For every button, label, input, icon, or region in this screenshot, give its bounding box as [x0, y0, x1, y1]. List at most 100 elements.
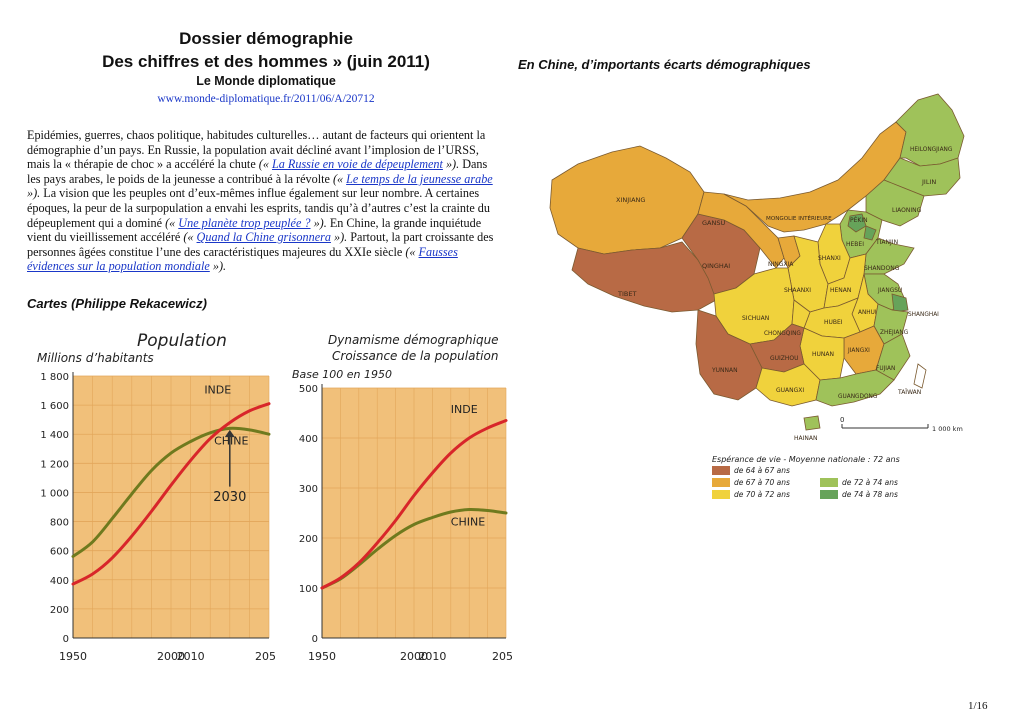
article-text-3: La vision que les peuples ont d’eux-même…	[27, 186, 490, 230]
annotation-arrow	[224, 429, 235, 487]
link-chine-grisonnera[interactable]: Quand la Chine grisonnera	[196, 230, 331, 245]
publication-name: Le Monde diplomatique	[196, 74, 336, 88]
y-tick-label: 600	[50, 547, 69, 558]
legend-label: de 72 à 74 ans	[842, 478, 898, 487]
ref-open-5: («	[405, 244, 419, 259]
label-sichuan: SICHUAN	[742, 315, 769, 322]
y-tick-label: 500	[299, 384, 318, 395]
legend-item: de 72 à 74 ans	[820, 478, 898, 487]
region-taiwan	[913, 363, 927, 389]
region-fujian	[875, 333, 911, 381]
region-guangdong	[815, 369, 895, 407]
x-tick-label: 2050	[492, 650, 512, 663]
x-tick-label: 2010	[177, 650, 205, 663]
region-heilongjiang	[895, 93, 965, 167]
x-tick-label: 1950	[308, 650, 336, 663]
y-tick-label: 300	[299, 484, 318, 495]
label-zhejiang: ZHEJIANG	[880, 330, 909, 336]
label-chongqing: CHONGQING	[764, 331, 801, 337]
legend-item: de 64 à 67 ans	[712, 466, 790, 475]
label-pekin: PÉKIN	[850, 216, 868, 224]
china-life-expectancy-map: XINJIANG TIBET QINGHAI GANSU MONGOLIE IN…	[549, 93, 965, 442]
legend-item: de 67 à 70 ans	[712, 478, 790, 487]
y-tick-label: 100	[299, 584, 318, 595]
label-mongolie: MONGOLIE INTÉRIEURE	[766, 214, 832, 222]
legend-swatch	[820, 490, 838, 499]
dossier-subtitle: Des chiffres et des hommes » (juin 2011)	[102, 52, 430, 71]
region-tianjin	[863, 225, 877, 241]
y-tick-label: 0	[312, 634, 318, 645]
region-liaoning	[865, 179, 925, 227]
article-text-2: Dans les pays arabes, le poids de la jeu…	[27, 157, 488, 186]
label-shaanxi: SHAANXI	[784, 287, 811, 294]
label-hubei: HUBEI	[824, 319, 843, 326]
link-russie[interactable]: La Russie en voie de dépeuplement	[271, 157, 443, 172]
ref-open-4: («	[183, 230, 197, 245]
annotation-2030: 2030	[213, 490, 246, 505]
series-label-inde: INDE	[204, 383, 231, 396]
label-guangxi: GUANGXI	[776, 387, 804, 394]
label-anhui: ANHUI	[858, 310, 877, 316]
label-hebei: HEBEI	[846, 241, 864, 248]
map-legend-title: Espérance de vie - Moyenne nationale : 7…	[712, 455, 900, 464]
ref-close-3: »).	[310, 215, 327, 230]
map-scale-bar: 0 1 000 km	[840, 416, 963, 433]
map-legend: de 64 à 67 ans de 67 à 70 ans de 70 à 72 a…	[712, 466, 952, 506]
article-text-4: En Chine, la grande inquiétude vient du …	[27, 215, 482, 245]
legend-swatch	[712, 466, 730, 475]
x-tick-label: 2050	[255, 650, 275, 663]
link-jeunesse-arabe[interactable]: Le temps de la jeunesse arabe	[346, 171, 493, 186]
scale-label: 1 000 km	[932, 425, 963, 433]
label-shanxi: SHANXI	[818, 255, 841, 262]
series-line-chine	[71, 426, 271, 558]
y-tick-label: 400	[50, 576, 69, 587]
region-guangxi	[755, 363, 821, 407]
series-line-inde	[71, 402, 271, 586]
y-tick-label: 1 200	[40, 459, 69, 470]
dynamisme-chart-grid	[321, 384, 507, 639]
x-tick-label: 2000	[157, 650, 185, 663]
region-hainan	[803, 415, 821, 431]
legend-label: de 74 à 78 ans	[842, 490, 898, 499]
source-url-link[interactable]: www.monde-diplomatique.fr/2011/06/A/2071…	[157, 93, 375, 105]
legend-swatch	[712, 478, 730, 487]
population-chart-grid	[72, 372, 270, 639]
link-planete-peuplee[interactable]: Une planète trop peuplée ?	[178, 215, 311, 230]
page-number: 1/16	[968, 700, 988, 712]
label-ningxia: NINGXIA	[768, 261, 794, 268]
label-henan: HENAN	[830, 287, 851, 294]
ref-open-1: («	[258, 157, 272, 172]
dynamisme-chart-subtitle: Croissance de la population	[332, 349, 498, 363]
series-line-inde	[320, 419, 508, 590]
label-xinjiang: XINJIANG	[616, 196, 645, 204]
link-fausses-evidences[interactable]: Fausses évidences sur la population mond…	[27, 244, 458, 274]
x-tick-label: 2000	[400, 650, 428, 663]
label-qinghai: QINGHAI	[702, 262, 730, 270]
label-heilongjiang: HEILONGJIANG	[910, 147, 953, 153]
section-title: Cartes (Philippe Rekacewicz)	[27, 296, 207, 311]
label-jilin: JILIN	[921, 178, 936, 186]
label-hainan: HAINAN	[794, 435, 817, 442]
x-tick-label: 2010	[418, 650, 446, 663]
legend-item: de 74 à 78 ans	[820, 490, 898, 499]
region-shanghai	[891, 293, 909, 313]
ref-open-2: («	[332, 171, 347, 186]
label-guangdong: GUANGDONG	[838, 394, 878, 400]
label-gansu: GANSU	[702, 219, 725, 227]
y-tick-label: 400	[299, 434, 318, 445]
series-label-inde: INDE	[451, 403, 478, 416]
article-text-1: Epidémies, guerres, chaos politique, hab…	[27, 128, 486, 172]
population-chart-ylabel: Millions d’habitants	[37, 351, 154, 365]
legend-label: de 70 à 72 ans	[734, 490, 790, 499]
label-guizhou: GUIZHOU	[770, 355, 799, 362]
article-text-5: Partout, la part croissante des personne…	[27, 230, 494, 259]
label-jiangsu: JIANGSU	[877, 288, 902, 294]
y-tick-label: 1 000	[40, 488, 69, 499]
legend-item: de 70 à 72 ans	[712, 490, 790, 499]
label-jiangxi: JIANGXI	[847, 348, 870, 354]
y-tick-label: 0	[63, 634, 69, 645]
region-pekin	[847, 213, 867, 233]
x-tick-label: 1950	[59, 650, 87, 663]
map-title: En Chine, d’importants écarts démographi…	[518, 57, 811, 72]
label-yunnan: YUNNAN	[711, 367, 738, 374]
